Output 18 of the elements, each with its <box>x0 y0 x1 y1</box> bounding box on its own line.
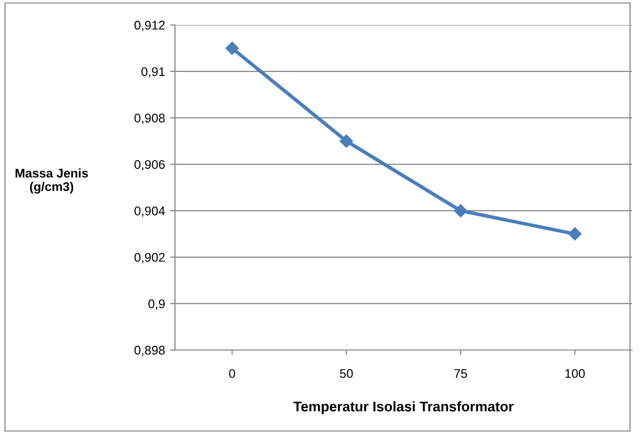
y-tick-label: 0,908 <box>134 114 165 124</box>
point <box>568 227 582 241</box>
y-tick-label: 0,902 <box>134 252 165 264</box>
x-tick-label: 100 <box>565 369 585 378</box>
x-axis-title: Temperatur Isolasi Transformator <box>293 401 514 414</box>
point <box>454 204 468 218</box>
x-tick-label: 50 <box>340 369 353 378</box>
y-tick-label: 0,91 <box>141 67 165 78</box>
y-tick-label: 0,912 <box>134 20 165 32</box>
x-tick-label: 0 <box>229 369 236 378</box>
y-tick-label: 0,904 <box>134 206 165 217</box>
point <box>226 42 239 55</box>
y-tick-label: 0,906 <box>134 160 165 170</box>
point <box>340 134 353 148</box>
y-tick-label: 0,898 <box>134 346 165 356</box>
x-tick-label: 75 <box>454 369 468 378</box>
y-tick-label: 0,9 <box>148 299 165 310</box>
y-axis-title: Massa Jenis (g/cm3) <box>16 168 88 194</box>
